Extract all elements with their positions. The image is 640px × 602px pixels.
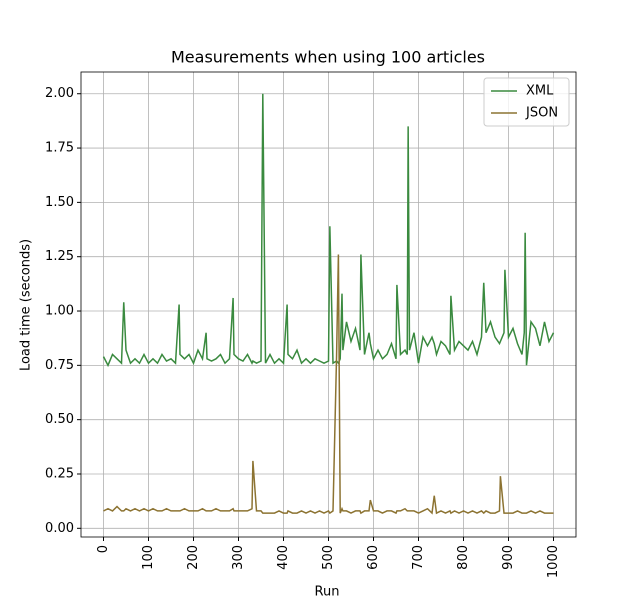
y-tick-label: 1.75: [45, 141, 74, 156]
y-tick-label: 0.50: [45, 412, 74, 427]
y-tick-label: 1.50: [45, 195, 74, 210]
y-tick-label: 1.25: [45, 249, 74, 264]
x-tick-label: 300: [231, 545, 246, 570]
x-tick-label: 200: [186, 545, 201, 570]
x-tick-label: 1000: [546, 545, 561, 578]
line-series: [103, 254, 554, 515]
legend-label: JSON: [525, 106, 558, 121]
y-tick-label: 0.75: [45, 358, 74, 373]
plot-frame: [80, 71, 577, 538]
x-tick-label: 900: [501, 545, 516, 570]
x-tick-label: 100: [141, 545, 156, 570]
legend-label: XML: [526, 84, 554, 99]
y-tick-label: 0.00: [45, 521, 74, 536]
x-tick-label: 0: [96, 545, 111, 553]
x-tick-label: 500: [321, 545, 336, 570]
y-axis-label: Load time (seconds): [19, 239, 34, 371]
y-tick-label: 2.00: [45, 86, 74, 101]
x-tick-label: 400: [276, 545, 291, 570]
legend-box: [483, 77, 570, 127]
y-tick-label: 1.00: [45, 304, 74, 319]
x-axis-label: Run: [315, 585, 340, 600]
x-tick-label: 800: [456, 545, 471, 570]
x-tick-label: 700: [411, 545, 426, 570]
y-tick-label: 0.25: [45, 466, 74, 481]
chart-title: Measurements when using 100 articles: [171, 48, 485, 67]
x-tick-label: 600: [366, 545, 381, 570]
